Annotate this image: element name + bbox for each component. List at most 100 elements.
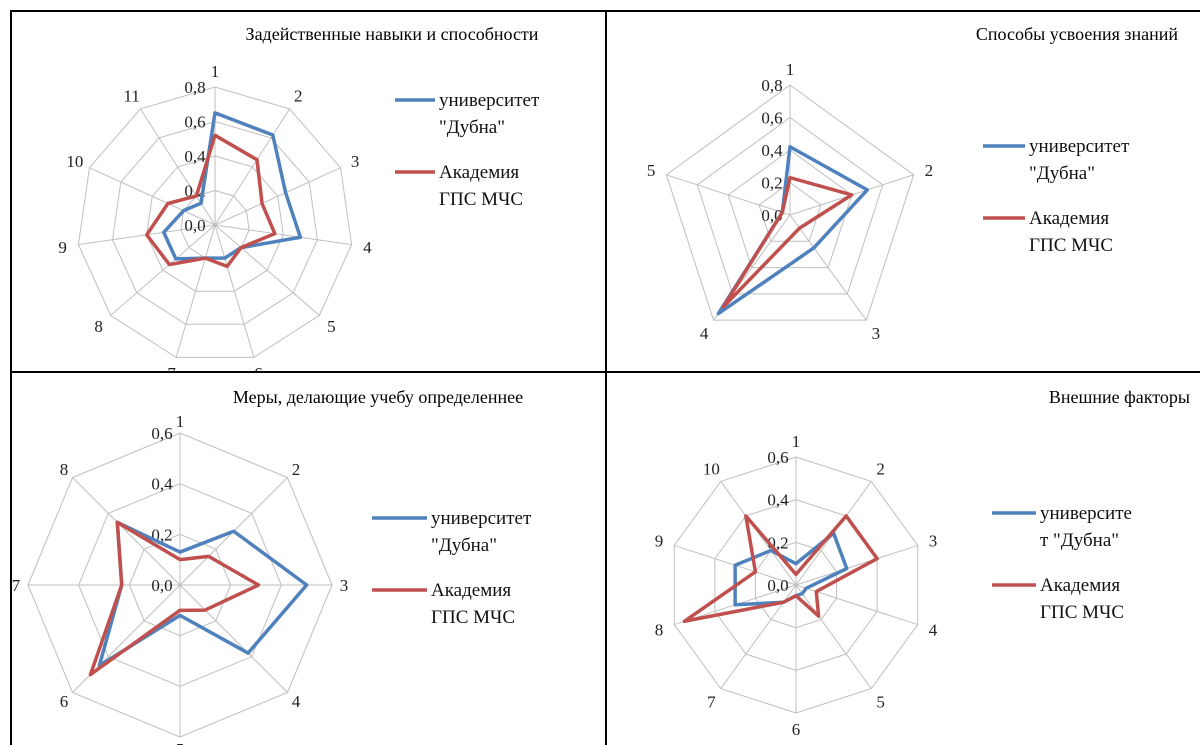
radar-chart-knowledge-methods: 0,0 0,2 0,4 0,6 0,8 1 2 3 4 5 Способы усвоения зна… [600,0,1200,372]
category-label: 4 [363,238,372,257]
chart-title: Меры, делающие учебу определеннее [233,387,523,407]
series-line [88,520,261,677]
legend-entry: Академия ГПС МЧС [992,575,1124,623]
grid-spoke [795,544,918,586]
category-label: 2 [294,86,303,105]
grid-spoke [214,224,320,316]
legend-entry: Академия ГПС МЧС [395,162,523,210]
category-label: 11 [124,86,140,105]
category-label: 6 [792,720,801,739]
category-label: 5 [647,161,656,180]
category-label: 8 [655,620,664,639]
category-label: 8 [94,317,103,336]
category-label: 5 [876,692,885,711]
grid-ring [146,155,284,292]
legend-label: "Дубна" [439,117,505,138]
category-label: 7 [707,692,716,711]
legend-label: ГПС МЧС [431,607,515,628]
tick-label: 0,2 [761,174,782,193]
legend-entry: Академия ГПС МЧС [983,208,1113,256]
grid-ring [758,181,822,242]
series-line [721,175,854,309]
tick-label: 0,4 [184,147,206,166]
chart-title: Способы усвоения знаний [976,24,1178,44]
grid-border-left [10,10,12,745]
grid-ring [665,84,915,321]
tick-label: 0,4 [761,141,783,160]
grid-spoke [214,108,291,226]
radar-grid [27,432,333,738]
radar-chart-skills: 0,00,20,40,60,81234567891011Задейственны… [0,0,600,372]
legend-label: университет [431,508,532,529]
category-label: 2 [292,460,301,479]
category-label: 7 [12,576,21,595]
grid-spoke [795,584,918,626]
legend-label: "Дубна" [1029,163,1095,184]
grid-spoke [72,477,181,586]
tick-label: 0,4 [767,491,789,510]
grid-spoke [666,174,791,216]
legend-entry: университет "Дубна" [983,136,1130,184]
grid-spoke [110,224,216,316]
category-label: 4 [700,324,709,343]
radar-chart-external-factors: 0,0 0,2 0,4 0,6 1 2 3 4 5 6 7 8 9 10 Внешние факторы ун… [600,373,1200,745]
tick-label: 0,4 [151,475,173,494]
grid-spoke [175,224,216,358]
category-label: 1 [786,60,795,79]
legend-label: университе [1040,503,1132,524]
category-label: 1 [211,62,220,81]
radar-chart-study-measures: 0,00,20,40,612345678Меры, делающие учебу… [0,373,600,745]
grid-spoke [72,584,181,693]
category-label: 6 [60,692,69,711]
category-label: 8 [60,460,69,479]
tick-label: 0,6 [151,424,172,443]
grid-ring [112,120,318,325]
category-label: 4 [292,692,301,711]
grid-divider-vertical [605,10,607,745]
grid-spoke [139,108,216,226]
grid-ring [696,116,884,295]
radar-grid [673,456,919,714]
category-label: 6 [254,364,263,372]
category-label: 9 [58,238,67,257]
tick-label: 0,0 [184,216,205,235]
tick-label: 0,8 [184,78,205,97]
legend-label: университет [1029,136,1130,157]
legend-label: Академия [431,580,511,601]
category-label: 3 [340,576,349,595]
category-label: 3 [351,152,360,171]
category-label: 10 [703,460,720,479]
tick-label: 0,6 [767,448,788,467]
legend-entry: университе т "Дубна" [992,503,1132,551]
category-label: 4 [929,620,938,639]
category-label: 7 [167,364,176,372]
legend-label: Академия [1040,575,1120,596]
legend-entry: университет "Дубна" [372,508,532,556]
legend-label: ГПС МЧС [1040,602,1124,623]
grid-ring [727,149,853,269]
category-label: 2 [925,161,934,180]
series-line [162,111,303,261]
radar-svg: 0,00,20,40,612345678Меры, делающие учебу… [12,387,532,745]
legend-label: т "Дубна" [1040,530,1119,551]
radar-svg: 0,00,20,40,60,81234567891011Задейственны… [58,24,540,372]
legend-label: "Дубна" [431,535,497,556]
radar-grid [665,84,915,321]
legend-entry: Академия ГПС МЧС [372,580,515,628]
grid-spoke [214,224,255,358]
chart-title: Внешние факторы [1049,387,1190,407]
grid-spoke [789,214,867,321]
category-label: 5 [176,740,185,745]
tick-label: 0,0 [151,576,172,595]
legend-label: университет [439,90,540,111]
grid-spoke [89,167,216,226]
category-label: 1 [792,432,801,451]
legend-label: ГПС МЧС [439,189,523,210]
series-line [682,514,879,624]
grid-spoke [795,584,872,689]
category-label: 10 [66,152,83,171]
legend-label: Академия [439,162,519,183]
